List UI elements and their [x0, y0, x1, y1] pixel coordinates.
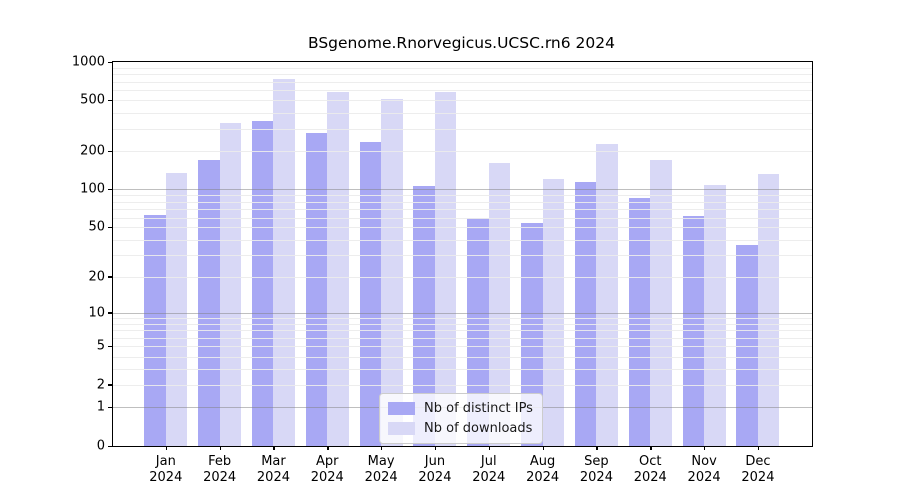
bar-downloads [596, 143, 618, 446]
y-tick-label: 2 [96, 377, 105, 393]
x-tick-mark [219, 446, 221, 450]
bar-downloads [704, 185, 726, 446]
bar-downloads [650, 159, 672, 446]
x-tick-mark [757, 446, 760, 450]
legend-label: Nb of distinct IPs [424, 401, 533, 416]
x-tick-mark [704, 446, 706, 450]
legend-swatch [388, 402, 415, 415]
x-tick-mark [488, 446, 491, 450]
y-tick-label: 0 [96, 438, 105, 454]
bar-downloads [488, 162, 511, 446]
y-tick-label: 500 [80, 92, 105, 108]
x-tick-mark [596, 446, 598, 450]
x-tick-label: Jul 2024 [472, 454, 506, 486]
bar-downloads [757, 174, 780, 446]
x-tick-mark [273, 446, 275, 450]
bar-downloads [219, 122, 242, 446]
y-tick-mark [108, 276, 112, 278]
y-tick-label: 20 [88, 269, 105, 285]
bar-downloads [273, 78, 295, 446]
bar-distinct-ips [736, 245, 758, 446]
y-tick-mark [108, 188, 112, 191]
bar-distinct-ips [305, 132, 328, 446]
x-tick-mark [327, 446, 329, 450]
bar-downloads [381, 99, 403, 446]
x-tick-label: Dec 2024 [741, 454, 775, 486]
y-tick-label: 200 [80, 143, 105, 159]
legend-swatch [388, 422, 415, 435]
chart-title: BSgenome.Rnorvegicus.UCSC.rn6 2024 [307, 34, 615, 52]
x-tick-label: Apr 2024 [310, 454, 344, 486]
y-tick-mark [108, 445, 112, 447]
x-tick-label: Nov 2024 [687, 454, 721, 486]
bar-downloads [165, 172, 188, 446]
x-tick-mark [165, 446, 168, 450]
y-tick-label: 10 [88, 305, 105, 321]
x-tick-label: May 2024 [364, 454, 398, 486]
x-tick-label: Oct 2024 [633, 454, 667, 486]
x-tick-mark [542, 446, 544, 450]
x-tick-mark [434, 446, 437, 450]
bar-downloads [327, 92, 349, 446]
y-tick-mark [108, 61, 112, 63]
x-tick-label: Sep 2024 [579, 454, 613, 486]
x-tick-label: Aug 2024 [526, 454, 560, 486]
bar-downloads [542, 178, 565, 446]
x-tick-label: Jun 2024 [418, 454, 452, 486]
y-tick-mark [108, 150, 112, 153]
legend-entry-downloads: Nb of downloads [388, 421, 533, 436]
y-tick-label: 5 [96, 338, 105, 354]
bar-distinct-ips [628, 198, 651, 446]
axis-layer: Jan 2024 Feb 2024 Mar 2024 Apr 2024 May 2024 Jun 20… [72, 55, 812, 486]
legend-label: Nb of downloads [424, 421, 533, 436]
y-tick-label: 50 [88, 219, 105, 235]
bar-distinct-ips [467, 217, 489, 446]
x-tick-mark [650, 446, 652, 450]
y-tick-mark [108, 312, 112, 314]
y-tick-mark [108, 99, 112, 102]
legend-entry-distinct-ips: Nb of distinct IPs [388, 401, 533, 416]
y-tick-label: 1 [96, 399, 105, 415]
bar-distinct-ips [574, 181, 597, 446]
y-tick-mark [108, 406, 112, 409]
x-tick-label: Feb 2024 [203, 454, 237, 486]
bar-downloads [434, 92, 457, 446]
x-tick-mark [381, 446, 383, 450]
x-tick-label: Mar 2024 [256, 454, 290, 486]
bar-distinct-ips [413, 185, 435, 446]
y-tick-mark [108, 384, 112, 386]
y-tick-mark [108, 345, 112, 348]
x-tick-label: Jan 2024 [149, 454, 183, 486]
bar-distinct-ips [521, 223, 543, 446]
y-tick-label: 1000 [71, 54, 105, 70]
bar-distinct-ips [198, 160, 220, 446]
legend: Nb of distinct IPs Nb of downloads [379, 393, 543, 444]
y-tick-label: 100 [80, 181, 105, 197]
plot-area: Jan 2024 Feb 2024 Mar 2024 Apr 2024 May 2024 Jun 20… [72, 55, 813, 486]
y-tick-mark [108, 226, 112, 229]
